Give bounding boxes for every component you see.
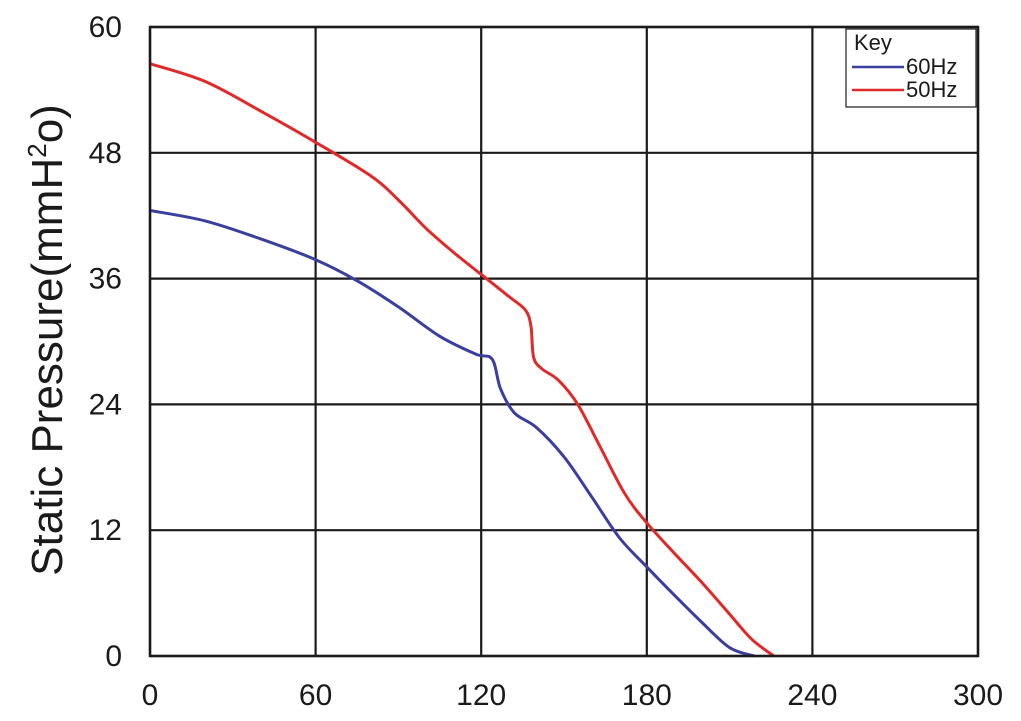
- series-layer: [149, 62, 775, 658]
- y-axis-title-main: Static Pressure(mmH: [23, 158, 72, 576]
- series-line-60hz: [149, 209, 755, 658]
- y-tick-label: 36: [89, 263, 122, 296]
- series-line-50hz: [149, 62, 775, 658]
- x-tick-label: 60: [299, 679, 332, 712]
- x-tick-label: 0: [142, 679, 159, 712]
- y-tick-labels: 0 12 24 36 48 60: [89, 11, 122, 673]
- legend: Key 60Hz 50Hz: [845, 28, 977, 108]
- y-tick-label: 0: [105, 640, 122, 673]
- y-tick-label: 12: [89, 514, 122, 547]
- legend-label-60hz: 60Hz: [906, 54, 957, 79]
- x-tick-labels: 0 60 120 180 240 300: [142, 679, 1003, 712]
- y-tick-label: 60: [89, 11, 122, 44]
- x-tick-label: 180: [622, 679, 672, 712]
- plot-frame: [148, 25, 980, 658]
- y-axis-title-sup: 2: [22, 143, 52, 157]
- legend-title: Key: [854, 30, 892, 55]
- x-tick-label: 240: [787, 679, 837, 712]
- x-tick-label: 120: [456, 679, 506, 712]
- legend-label-50hz: 50Hz: [906, 77, 957, 102]
- x-tick-label: 300: [953, 679, 1003, 712]
- y-tick-label: 24: [89, 388, 122, 421]
- y-axis-title: Static Pressure(mmH2o): [22, 104, 72, 576]
- grid: [148, 25, 980, 658]
- y-axis-title-tail: o): [23, 104, 72, 143]
- y-tick-label: 48: [89, 137, 122, 170]
